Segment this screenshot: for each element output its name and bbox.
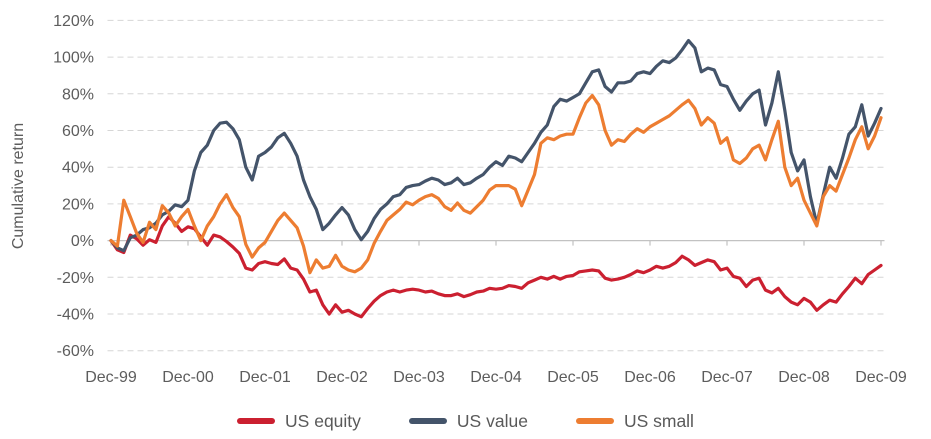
x-axis-tick-label: Dec-02: [316, 369, 368, 386]
y-axis-tick-label: 120%: [53, 13, 94, 30]
y-axis-tick-label: 0%: [71, 233, 94, 250]
x-axis-tick-label: Dec-01: [239, 369, 291, 386]
x-axis-tick-label: Dec-03: [393, 369, 445, 386]
legend-label-us-value: US value: [456, 410, 528, 431]
x-axis-tick-label: Dec-06: [624, 369, 676, 386]
legend-label-us-equity: US equity: [285, 410, 361, 431]
x-axis-tick-label: Dec-08: [778, 369, 830, 386]
x-axis-tick-label: Dec-09: [855, 369, 907, 386]
y-axis-tick-label: 100%: [53, 50, 94, 67]
x-axis-tick-label: Dec-04: [470, 369, 522, 386]
y-axis-tick-label: 80%: [62, 86, 94, 103]
us-small-line-swatch-icon: [575, 418, 614, 424]
y-axis-tick-label: -60%: [57, 343, 94, 360]
legend-item-us-equity: US equity: [237, 411, 361, 432]
series-line-us-equity: [109, 215, 883, 319]
legend-item-us-value: US value: [408, 410, 528, 432]
legend-label-us-small: US small: [623, 410, 694, 431]
x-axis-tick-label: Dec-05: [547, 369, 599, 386]
x-axis-tick-label: Dec-00: [162, 369, 214, 386]
legend-item-us-small: US small: [575, 410, 694, 432]
x-axis-tick-label: Dec-99: [85, 369, 137, 386]
chart-legend: US equity US value US small: [0, 407, 931, 435]
y-axis-tick-label: -40%: [57, 307, 94, 324]
y-axis-tick-label: 60%: [62, 123, 94, 140]
us-equity-line-swatch-icon: [237, 418, 276, 424]
us-value-line-swatch-icon: [408, 418, 447, 424]
series-line-us-value: [109, 38, 883, 253]
x-axis-tick-label: Dec-07: [701, 369, 753, 386]
y-axis-tick-label: 20%: [62, 196, 94, 213]
y-axis-tick-label: -20%: [57, 270, 94, 287]
y-axis-tick-label: 40%: [62, 160, 94, 177]
series-line-us-small: [109, 93, 883, 275]
